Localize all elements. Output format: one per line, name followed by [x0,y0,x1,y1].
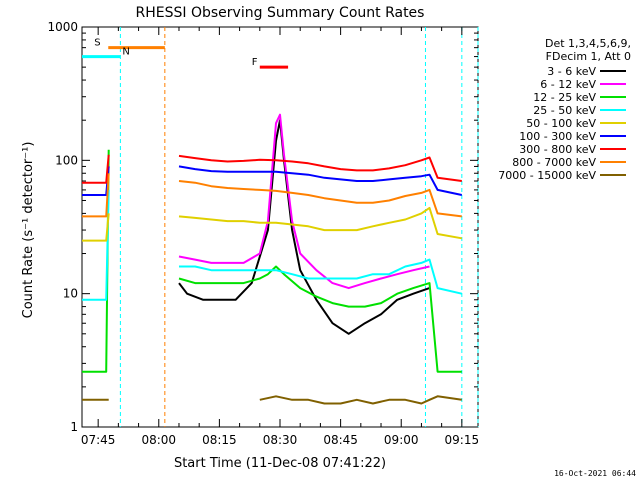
legend-entry-label: 6 - 12 keV [540,78,596,91]
legend: Det 1,3,4,5,6,9,FDecim 1, Att 0 3 - 6 keV… [498,37,631,182]
annotation-label-s: S [94,38,100,49]
series-line-800-7000-keV [82,173,462,218]
y-tick-label: 100 [55,153,78,167]
legend-entry-label: 800 - 7000 keV [512,156,596,169]
legend-entry-label: 7000 - 15000 keV [498,169,596,182]
legend-entry-label: 3 - 6 keV [547,65,596,78]
chart-title: RHESSI Observing Summary Count Rates [136,5,425,21]
y-tick-label: 1 [70,420,78,434]
plot-frame [81,26,479,428]
legend-entry-label: 50 - 100 keV [526,117,596,130]
x-tick-label: 09:00 [384,433,419,447]
x-tick-label: 09:15 [445,433,480,447]
legend-entry-label: 300 - 800 keV [519,143,596,156]
y-axis-label: Count Rate (s⁻¹ detector⁻¹) [21,142,36,319]
x-tick-label: 08:00 [141,433,176,447]
series-line-6-12-keV [178,113,430,290]
series-line-3-6-keV [178,119,430,335]
legend-header-line: Det 1,3,4,5,6,9, [545,37,631,50]
series-line-7000-15000-keV [82,395,462,405]
x-axis-label: Start Time (11-Dec-08 07:41:22) [174,456,386,471]
legend-entry-label: 100 - 300 keV [519,130,596,143]
y-tick-label: 1000 [47,20,78,34]
annotation-label-n: N [122,47,129,58]
series-line-50-100-keV [82,206,462,242]
series-line-25-50-keV [82,189,463,301]
y-tick-label: 10 [63,287,78,301]
annotation-label-f: F [252,57,258,68]
x-tick-label: 08:45 [323,433,358,447]
x-tick-label: 07:45 [81,433,116,447]
legend-header-line: FDecim 1, Att 0 [546,50,631,63]
x-tick-label: 08:30 [263,433,298,447]
x-tick-label: 08:15 [202,433,237,447]
legend-entry-label: 25 - 50 keV [533,104,596,117]
plot-timestamp: 16-Oct-2021 06:44 [554,469,636,478]
series-line-300-800-keV [82,154,462,184]
legend-entry-label: 12 - 25 keV [533,91,596,104]
